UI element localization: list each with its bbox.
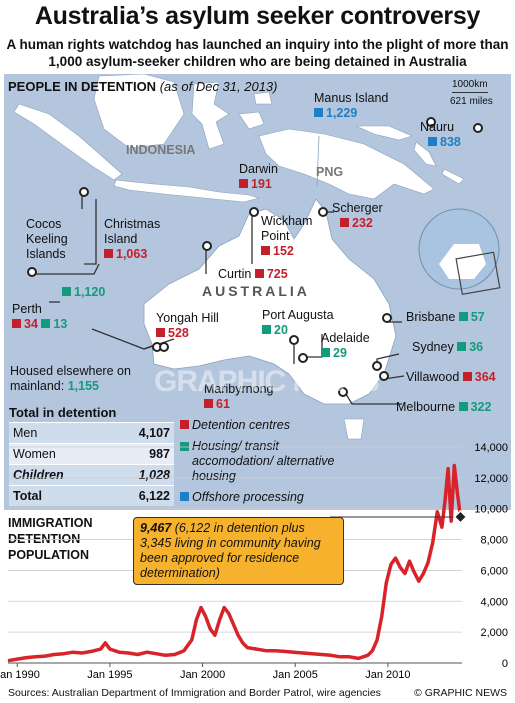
location-maribyrnong: Maribyrnong 61 (204, 382, 274, 411)
y-tick-label: 8,000 (480, 535, 508, 547)
mainland-housed: Housed elsewhere on mainland: 1,155 (10, 364, 131, 393)
location-adelaide: Adelaide 29 (321, 331, 370, 360)
population-line (7, 463, 463, 663)
map-landmasses (13, 74, 501, 440)
region-indonesia: INDONESIA (126, 143, 196, 157)
x-tick-label: Jan 2010 (365, 669, 410, 681)
location-darwin: Darwin 191 (239, 162, 278, 191)
brand-credit: © GRAPHIC NEWS (414, 687, 507, 699)
region-png: PNG (316, 165, 344, 179)
chart-callout: 9,467 (6,122 in detention plus 3,345 liv… (133, 517, 344, 585)
location-cocos-value: 1,120 (62, 285, 105, 300)
map-legend: Detention centres Housing/ transit accom… (180, 418, 340, 505)
population-chart: 02,0004,0006,0008,00010,00012,00014,000 … (0, 442, 508, 681)
totals-heading: Total in detention (9, 405, 117, 420)
y-tick-label: 6,000 (480, 565, 508, 577)
totals-row-women: Women 987 (9, 443, 174, 464)
totals-row-men: Men 4,107 (9, 422, 174, 443)
location-port-augusta: Port Augusta 20 (262, 308, 334, 337)
x-tick-label: Jan 2005 (273, 669, 318, 681)
chart-title: IMMIGRATION DETENTION POPULATION (8, 516, 93, 562)
region-australia: AUSTRALIA (202, 283, 310, 299)
totals-table: Total in detention Men 4,107 Women 987 Chi… (9, 403, 174, 506)
location-christmas: Christmas Island 1,063 (104, 217, 161, 261)
location-cocos: Cocos Keeling Islands (26, 217, 68, 261)
y-tick-label: 0 (502, 658, 508, 670)
infographic-title: Australia’s asylum seeker controversy (34, 2, 481, 30)
totals-row-total: Total 6,122 (9, 485, 174, 506)
x-tick-label: Jan 1995 (87, 669, 132, 681)
location-scherger: Scherger 232 (332, 201, 383, 230)
scale-bar: 1000km (452, 77, 488, 93)
location-curtin: Curtin 725 (218, 267, 288, 281)
location-sydney: Sydney 36 (412, 340, 484, 354)
legend-detention: Detention centres (180, 418, 340, 433)
legend-housing: Housing/ transit accomodation/ alternati… (180, 439, 340, 484)
location-perth: Perth 34 13 (12, 302, 68, 331)
location-brisbane: Brisbane 57 (406, 310, 485, 324)
map-heading: PEOPLE IN DETENTION (as of Dec 31, 2013) (8, 79, 278, 94)
legend-offshore: Offshore processing (180, 490, 340, 505)
totals-row-children: Children 1,028 (9, 464, 174, 485)
infographic-subtitle: A human rights watchdog has launched an … (6, 37, 509, 69)
latest-value-marker (453, 509, 468, 524)
y-tick-label: 12,000 (474, 473, 508, 485)
location-manus: Manus Island 1,229 (314, 91, 389, 120)
location-nauru: Nauru 838 (420, 120, 461, 149)
location-melbourne: Melbourne 322 (396, 400, 492, 414)
x-tick-label: Jan 2000 (180, 669, 225, 681)
x-tick-label: Jan 1990 (0, 669, 40, 681)
scale-miles: 621 miles (450, 96, 493, 107)
location-wickham: Wickham Point 152 (261, 214, 313, 258)
sources: Sources: Australian Department of Immigr… (8, 687, 381, 699)
location-villawood: Villawood 364 (406, 370, 496, 384)
y-tick-label: 14,000 (474, 442, 508, 454)
watermark: GRAPHIC NEWS (154, 365, 380, 398)
y-tick-label: 10,000 (474, 504, 508, 516)
y-tick-label: 4,000 (480, 596, 508, 608)
y-tick-label: 2,000 (480, 627, 508, 639)
location-yongah: Yongah Hill 528 (156, 311, 219, 340)
